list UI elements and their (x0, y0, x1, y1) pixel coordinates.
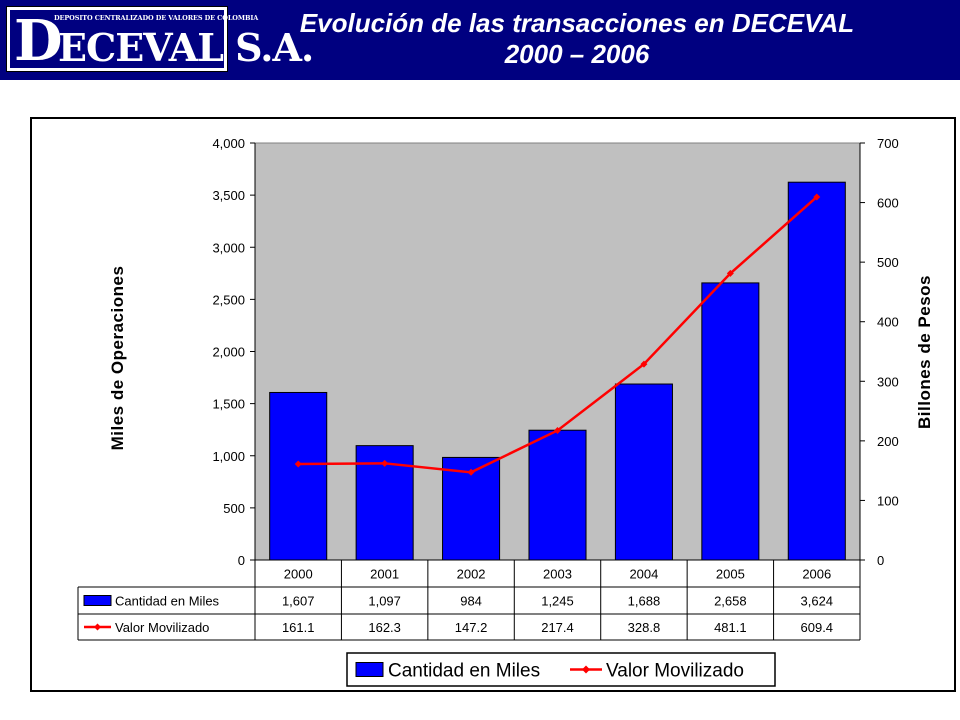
page-title: Evolución de las transacciones en DECEVA… (299, 8, 855, 38)
y-tick-label: 3,000 (212, 240, 245, 255)
data-label: 1,097 (368, 594, 401, 609)
line-point-2006 (813, 193, 821, 201)
table-key-bar (83, 595, 112, 606)
data-label: 481.1 (714, 620, 747, 635)
legend (346, 652, 776, 687)
legend-label: Valor Movilizado (606, 661, 744, 682)
y2-tick-label: 300 (877, 374, 899, 389)
line-point-2000 (294, 460, 302, 468)
table-row-label: Valor Movilizado (115, 620, 209, 635)
x-tick-label: 2001 (370, 567, 399, 582)
data-label: 217.4 (541, 620, 574, 635)
y2-tick-label: 200 (877, 434, 899, 449)
data-label: 162.3 (368, 620, 401, 635)
x-tick-label: 2000 (284, 567, 313, 582)
deceval-logo: DEPOSITO CENTRALIZADO DE VALORES DE COLO… (6, 6, 314, 74)
x-tick-label: 2004 (629, 567, 658, 582)
logo-initial: D (14, 8, 63, 74)
y-tick-label: 500 (223, 501, 245, 516)
line-point-2004 (640, 360, 648, 368)
y2-tick-label: 600 (877, 196, 899, 211)
y-tick-label: 2,500 (212, 292, 245, 307)
line-point-2001 (381, 459, 389, 467)
y-tick-label: 0 (238, 553, 245, 568)
y-tick-label: 1,500 (212, 397, 245, 412)
bar-2005 (701, 282, 760, 561)
line-point-2002 (467, 468, 475, 476)
y-tick-label: 2,000 (212, 345, 245, 360)
x-tick-label: 2002 (457, 567, 486, 582)
x-tick-label: 2006 (802, 567, 831, 582)
legend-key-bar (355, 662, 384, 677)
y-tick-label: 4,000 (212, 136, 245, 151)
y2-tick-label: 500 (877, 255, 899, 270)
data-label: 328.8 (628, 620, 661, 635)
y-axis-title: Miles de Operaciones (108, 266, 127, 451)
line-point-2003 (554, 426, 561, 434)
y-tick-label: 1,000 (212, 449, 245, 464)
logo-name: ECEVAL S.A. (58, 25, 314, 70)
y-tick-label: 3,500 (212, 188, 245, 203)
y2-tick-label: 100 (877, 493, 899, 508)
x-tick-label: 2003 (543, 567, 572, 582)
table-row-label: Cantidad en Miles (115, 594, 220, 609)
data-label: 1,688 (628, 594, 661, 609)
bar-2003 (528, 429, 587, 561)
bar-2004 (614, 383, 673, 561)
legend-label: Cantidad en Miles (388, 661, 540, 682)
data-label: 147.2 (455, 620, 488, 635)
table-key-marker (94, 623, 101, 631)
page-subtitle: 2000 – 2006 (504, 39, 650, 69)
data-label: 161.1 (282, 620, 315, 635)
header-banner: DEPOSITO CENTRALIZADO DE VALORES DE COLO… (0, 0, 960, 80)
logo-background: DEPOSITO CENTRALIZADO DE VALORES DE COLO… (10, 8, 314, 74)
data-label: 609.4 (801, 620, 834, 635)
data-label: 1,245 (541, 594, 574, 609)
y2-tick-label: 700 (877, 136, 899, 151)
bar-2000 (269, 391, 328, 561)
line-point-2005 (726, 269, 734, 277)
y2-tick-label: 0 (877, 553, 884, 568)
bar-2006 (787, 181, 846, 561)
data-label: 1,607 (282, 594, 315, 609)
y2-axis-title: Billones de Pesos (915, 275, 934, 429)
data-label: 984 (460, 594, 482, 609)
legend-key-marker (582, 665, 590, 674)
x-tick-label: 2005 (716, 567, 745, 582)
logo-tagline: DEPOSITO CENTRALIZADO DE VALORES DE COLO… (54, 14, 259, 22)
data-label: 3,624 (801, 594, 834, 609)
data-label: 2,658 (714, 594, 747, 609)
y2-tick-label: 400 (877, 315, 899, 330)
